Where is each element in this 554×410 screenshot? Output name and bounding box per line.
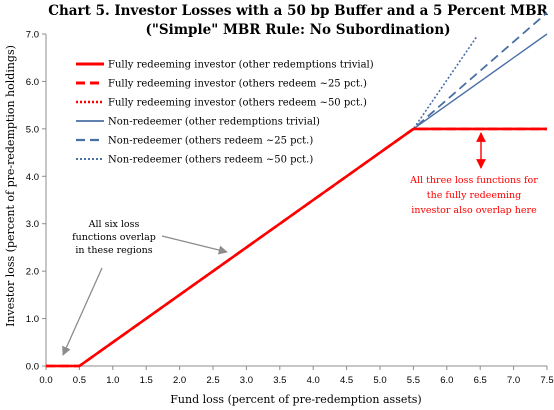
x-tick-label: 0.0 <box>39 375 52 386</box>
x-tick-label: 7.0 <box>507 375 520 386</box>
legend: Fully redeeming investor (other redempti… <box>76 60 374 166</box>
x-tick-label: 2.5 <box>206 375 219 386</box>
tick-labels: 0.0 0.5 1.0 1.5 2.0 2.5 3.0 3.5 4.0 4.5 5.0 5.5 6.0 6… <box>26 30 554 387</box>
x-tick-label: 3.0 <box>240 375 253 386</box>
legend-label: Non-redeemer (others redeem ~25 pct.) <box>108 136 313 147</box>
x-axis-label: Fund loss (percent of pre-redemption ass… <box>170 393 421 406</box>
series-lines <box>46 12 548 368</box>
annotation-text: All six loss <box>88 219 140 230</box>
y-tick-label: 5.0 <box>26 124 39 135</box>
x-tick-label: 7.5 <box>540 375 553 386</box>
annotation-text: All three loss functions for <box>409 175 538 186</box>
annotations: All six loss functions overlap in these re… <box>62 132 538 356</box>
axes <box>42 33 548 370</box>
y-axis-label: Investor loss (percent of pre-redemption… <box>4 45 17 327</box>
legend-label: Fully redeeming investor (others redeem … <box>108 98 367 109</box>
y-tick-label: 0.0 <box>26 362 39 373</box>
y-tick-label: 6.0 <box>26 77 39 88</box>
annotation-text: functions overlap <box>72 232 156 243</box>
annotation-arrow <box>62 267 103 356</box>
x-tick-label: 1.5 <box>140 375 153 386</box>
x-tick-label: 6.5 <box>474 375 487 386</box>
x-tick-label: 1.0 <box>106 375 119 386</box>
annotation-text: investor also overlap here <box>411 205 537 216</box>
y-tick-label: 1.0 <box>26 314 39 325</box>
legend-label: Fully redeeming investor (other redempti… <box>108 60 374 71</box>
y-tick-label: 2.0 <box>26 267 39 278</box>
x-tick-label: 5.0 <box>373 375 386 386</box>
y-tick-label: 3.0 <box>26 219 39 230</box>
x-tick-label: 4.5 <box>340 375 353 386</box>
y-tick-label: 4.0 <box>26 172 39 183</box>
annotation-arrow <box>161 235 228 255</box>
x-tick-label: 5.5 <box>407 375 420 386</box>
legend-label: Non-redeemer (other redemptions trivial) <box>108 117 320 128</box>
x-tick-label: 6.0 <box>440 375 453 386</box>
legend-label: Fully redeeming investor (others redeem … <box>108 79 367 90</box>
series-line <box>46 127 547 368</box>
y-tick-label: 7.0 <box>26 30 39 41</box>
chart-title: Chart 5. Investor Losses with a 50 bp Bu… <box>48 3 548 19</box>
annotation-text: in these regions <box>75 245 152 256</box>
x-tick-label: 0.5 <box>73 375 86 386</box>
chart-subtitle: ("Simple" MBR Rule: No Subordination) <box>145 22 450 38</box>
annotation-text: the fully redeeming <box>427 190 521 201</box>
x-tick-label: 3.5 <box>273 375 286 386</box>
x-tick-label: 4.0 <box>307 375 320 386</box>
x-tick-label: 2.0 <box>173 375 186 386</box>
legend-label: Non-redeemer (others redeem ~50 pct.) <box>108 155 313 166</box>
